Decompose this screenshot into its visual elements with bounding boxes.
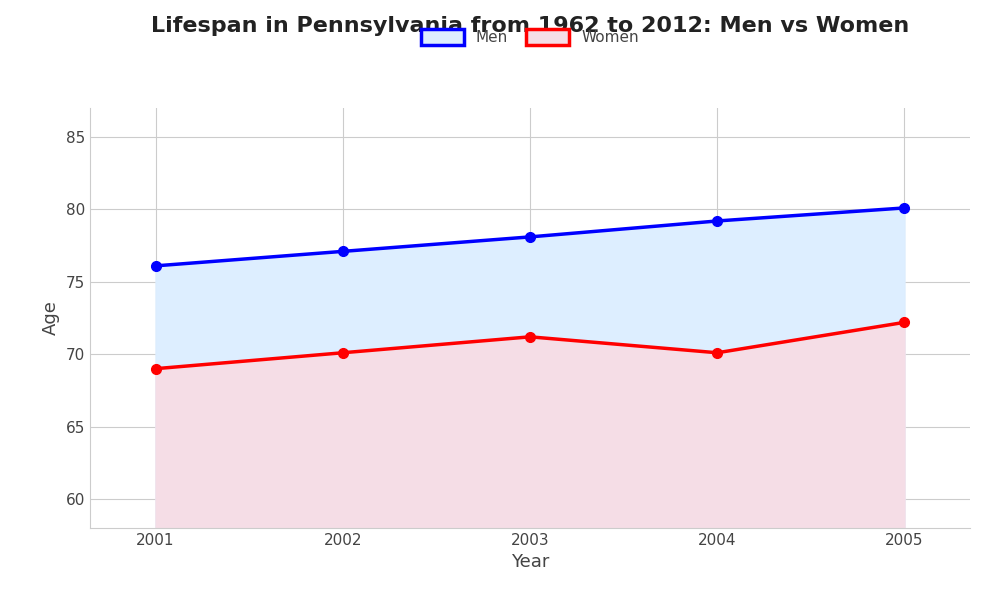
Legend: Men, Women: Men, Women [415, 23, 645, 52]
Title: Lifespan in Pennsylvania from 1962 to 2012: Men vs Women: Lifespan in Pennsylvania from 1962 to 20… [151, 16, 909, 35]
Y-axis label: Age: Age [42, 301, 60, 335]
X-axis label: Year: Year [511, 553, 549, 571]
